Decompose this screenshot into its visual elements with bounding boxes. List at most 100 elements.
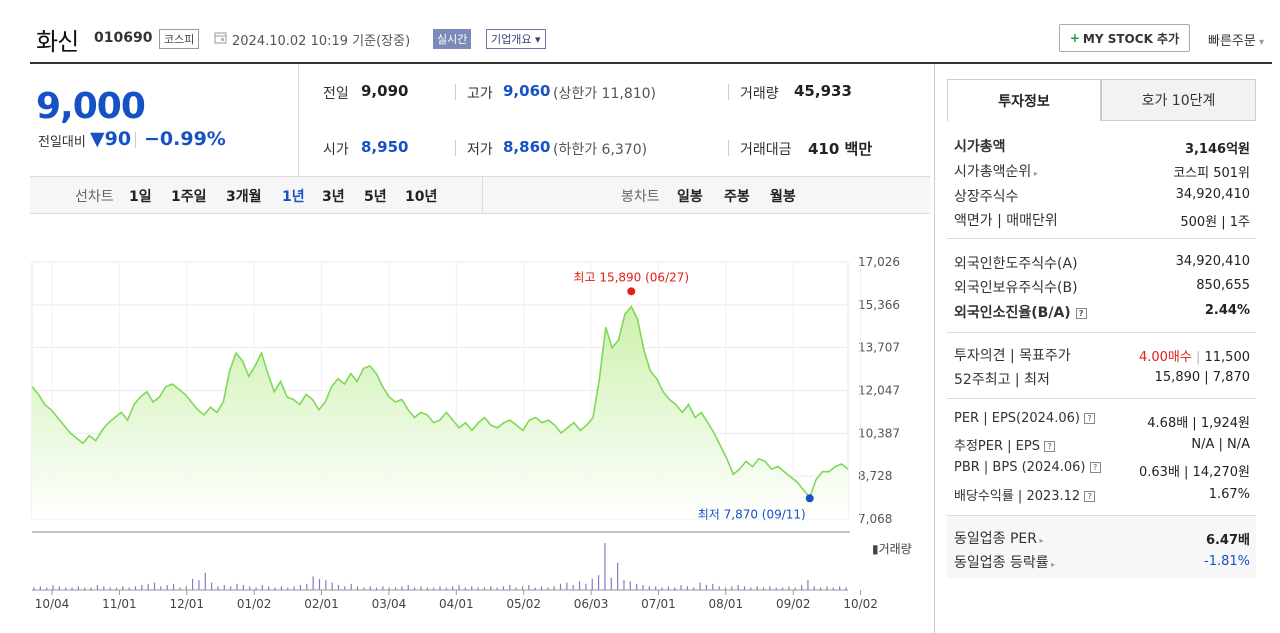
w52-label: 52주최고 | 최저 [954, 372, 1050, 388]
period-bar [30, 176, 930, 214]
pbr-text: PBR | BPS (2024.06) [954, 460, 1086, 475]
est-per-value: N/A | N/A [1191, 437, 1250, 452]
top-divider [30, 62, 1272, 64]
industry-per-label[interactable]: 동일업종 PER ▸ [954, 528, 1044, 548]
x-tick-label: 04/01 [439, 597, 474, 611]
x-tick-label: 07/01 [641, 597, 676, 611]
est-per-text: 추정PER | EPS [954, 439, 1040, 454]
foreign-ratio-label: 외국인소진율(B/A) ? [954, 302, 1087, 322]
period-1y[interactable]: 1년 [282, 189, 305, 205]
industry-per-text: 동일업종 PER [954, 531, 1037, 547]
pbr-label: PBR | BPS (2024.06) ? [954, 460, 1101, 475]
foreign-ratio-text: 외국인소진율(B/A) [954, 305, 1071, 321]
chevron-down-icon: ▾ [1255, 37, 1265, 48]
divider [947, 238, 1256, 239]
industry-change-value: -1.81% [1204, 554, 1250, 569]
prev-close-label: 전일 [323, 86, 349, 102]
x-tick-label: 06/03 [574, 597, 609, 611]
help-icon[interactable]: ? [1075, 307, 1087, 319]
price-chart[interactable]: 17,026 15,366 13,707 12,047 10,387 8,728 7,068… [0, 240, 930, 620]
cap-rank-text: 시가총액순위 [954, 164, 1032, 180]
divider [947, 332, 1256, 333]
period-3y[interactable]: 3년 [322, 189, 345, 205]
max-label: 최고 15,890 (06/27) [573, 270, 689, 284]
x-tick-label: 01/02 [237, 597, 272, 611]
add-mystock-label: MY STOCK 추가 [1082, 31, 1180, 46]
dividend-label: 배당수익률 | 2023.12 ? [954, 485, 1096, 504]
y-tick-label: 7,068 [858, 512, 892, 526]
foreign-limit-label: 외국인한도주식수(A) [954, 256, 1078, 272]
plus-icon: + [1069, 31, 1080, 45]
right-panel [934, 64, 1272, 633]
candle-monthly[interactable]: 월봉 [770, 189, 796, 205]
opinion-value: 4.00매수 | 11,500 [1138, 350, 1250, 365]
stock-name: 화신 [36, 28, 79, 56]
cap-rank-label[interactable]: 시가총액순위 ▸ [954, 161, 1038, 181]
x-tick-label: 12/01 [169, 597, 204, 611]
divider [455, 84, 456, 100]
tab-hoga[interactable]: 호가 10단계 [1101, 79, 1256, 121]
chevron-right-icon: ▸ [1037, 536, 1044, 545]
shares-label: 상장주식수 [954, 189, 1019, 205]
y-tick-label: 17,026 [858, 255, 900, 269]
foreign-hold-value: 850,655 [1196, 278, 1250, 293]
divider [947, 398, 1256, 399]
candle-daily[interactable]: 일봉 [677, 189, 703, 205]
stock-code: 010690 [94, 30, 153, 46]
low-label: 저가 [467, 142, 493, 158]
candle-weekly[interactable]: 주봉 [724, 189, 750, 205]
add-mystock-button[interactable]: + MY STOCK 추가 [1059, 24, 1190, 52]
y-tick-label: 8,728 [858, 469, 892, 483]
industry-change-label[interactable]: 동일업종 등락률 ▸ [954, 552, 1055, 572]
est-per-label: 추정PER | EPS ? [954, 435, 1056, 454]
open-label: 시가 [323, 142, 349, 158]
max-point [627, 287, 636, 296]
tab-invest-info[interactable]: 투자정보 [947, 79, 1101, 121]
x-tick-label: 11/01 [102, 597, 137, 611]
y-tick-label: 13,707 [858, 341, 900, 355]
help-icon[interactable]: ? [1084, 491, 1096, 502]
x-tick-label: 03/04 [372, 597, 407, 611]
market-cap-value: 3,146억원 [1184, 142, 1250, 157]
current-price: 9,000 [36, 86, 146, 127]
x-tick-label: 09/02 [776, 597, 811, 611]
chevron-right-icon: ▸ [1031, 169, 1038, 178]
y-tick-label: 10,387 [858, 426, 900, 440]
par-value: 500원 | 1주 [1180, 215, 1250, 230]
min-label: 최저 7,870 (09/11) [698, 507, 806, 521]
lower-limit: (하한가 6,370) [553, 142, 648, 158]
help-icon[interactable]: ? [1089, 462, 1101, 473]
line-chart-label: 선차트 [75, 189, 114, 205]
open-value: 8,950 [361, 138, 409, 156]
timestamp: 2024.10.02 10:19 기준(장중) [232, 34, 411, 49]
help-icon[interactable]: ? [1044, 441, 1056, 452]
foreign-limit-value: 34,920,410 [1175, 254, 1250, 269]
divider [455, 140, 456, 156]
x-tick-label: 02/01 [304, 597, 339, 611]
realtime-badge[interactable]: 실시간 [433, 29, 472, 49]
period-1d[interactable]: 1일 [129, 189, 152, 205]
period-10y[interactable]: 10년 [405, 189, 438, 205]
diff-percent: −0.99% [144, 128, 226, 150]
high-value: 9,060 [503, 82, 551, 100]
prev-close-value: 9,090 [361, 82, 409, 100]
period-3m[interactable]: 3개월 [226, 189, 262, 205]
company-info-dropdown[interactable]: 기업개요 ▾ [486, 29, 546, 49]
diff-value: ▼90 [90, 128, 132, 150]
dividend-value: 1.67% [1208, 487, 1250, 502]
foreign-hold-label: 외국인보유주식수(B) [954, 280, 1078, 296]
divider [482, 177, 483, 213]
chevron-right-icon: ▸ [1048, 560, 1056, 569]
volume-label: 거래량 [740, 86, 779, 102]
diff-label: 전일대비 [38, 135, 86, 150]
help-icon[interactable]: ? [1084, 413, 1096, 424]
period-5y[interactable]: 5년 [364, 189, 387, 205]
period-1w[interactable]: 1주일 [171, 189, 207, 205]
per-text: PER | EPS(2024.06) [954, 411, 1080, 426]
min-point [805, 494, 814, 503]
volume-value: 45,933 [794, 82, 852, 100]
quick-order-button[interactable]: 빠른주문 ▾ [1208, 30, 1264, 49]
cap-rank-value: 코스피 501위 [1173, 166, 1250, 181]
divider [728, 140, 729, 156]
upper-limit: (상한가 11,810) [553, 86, 657, 102]
